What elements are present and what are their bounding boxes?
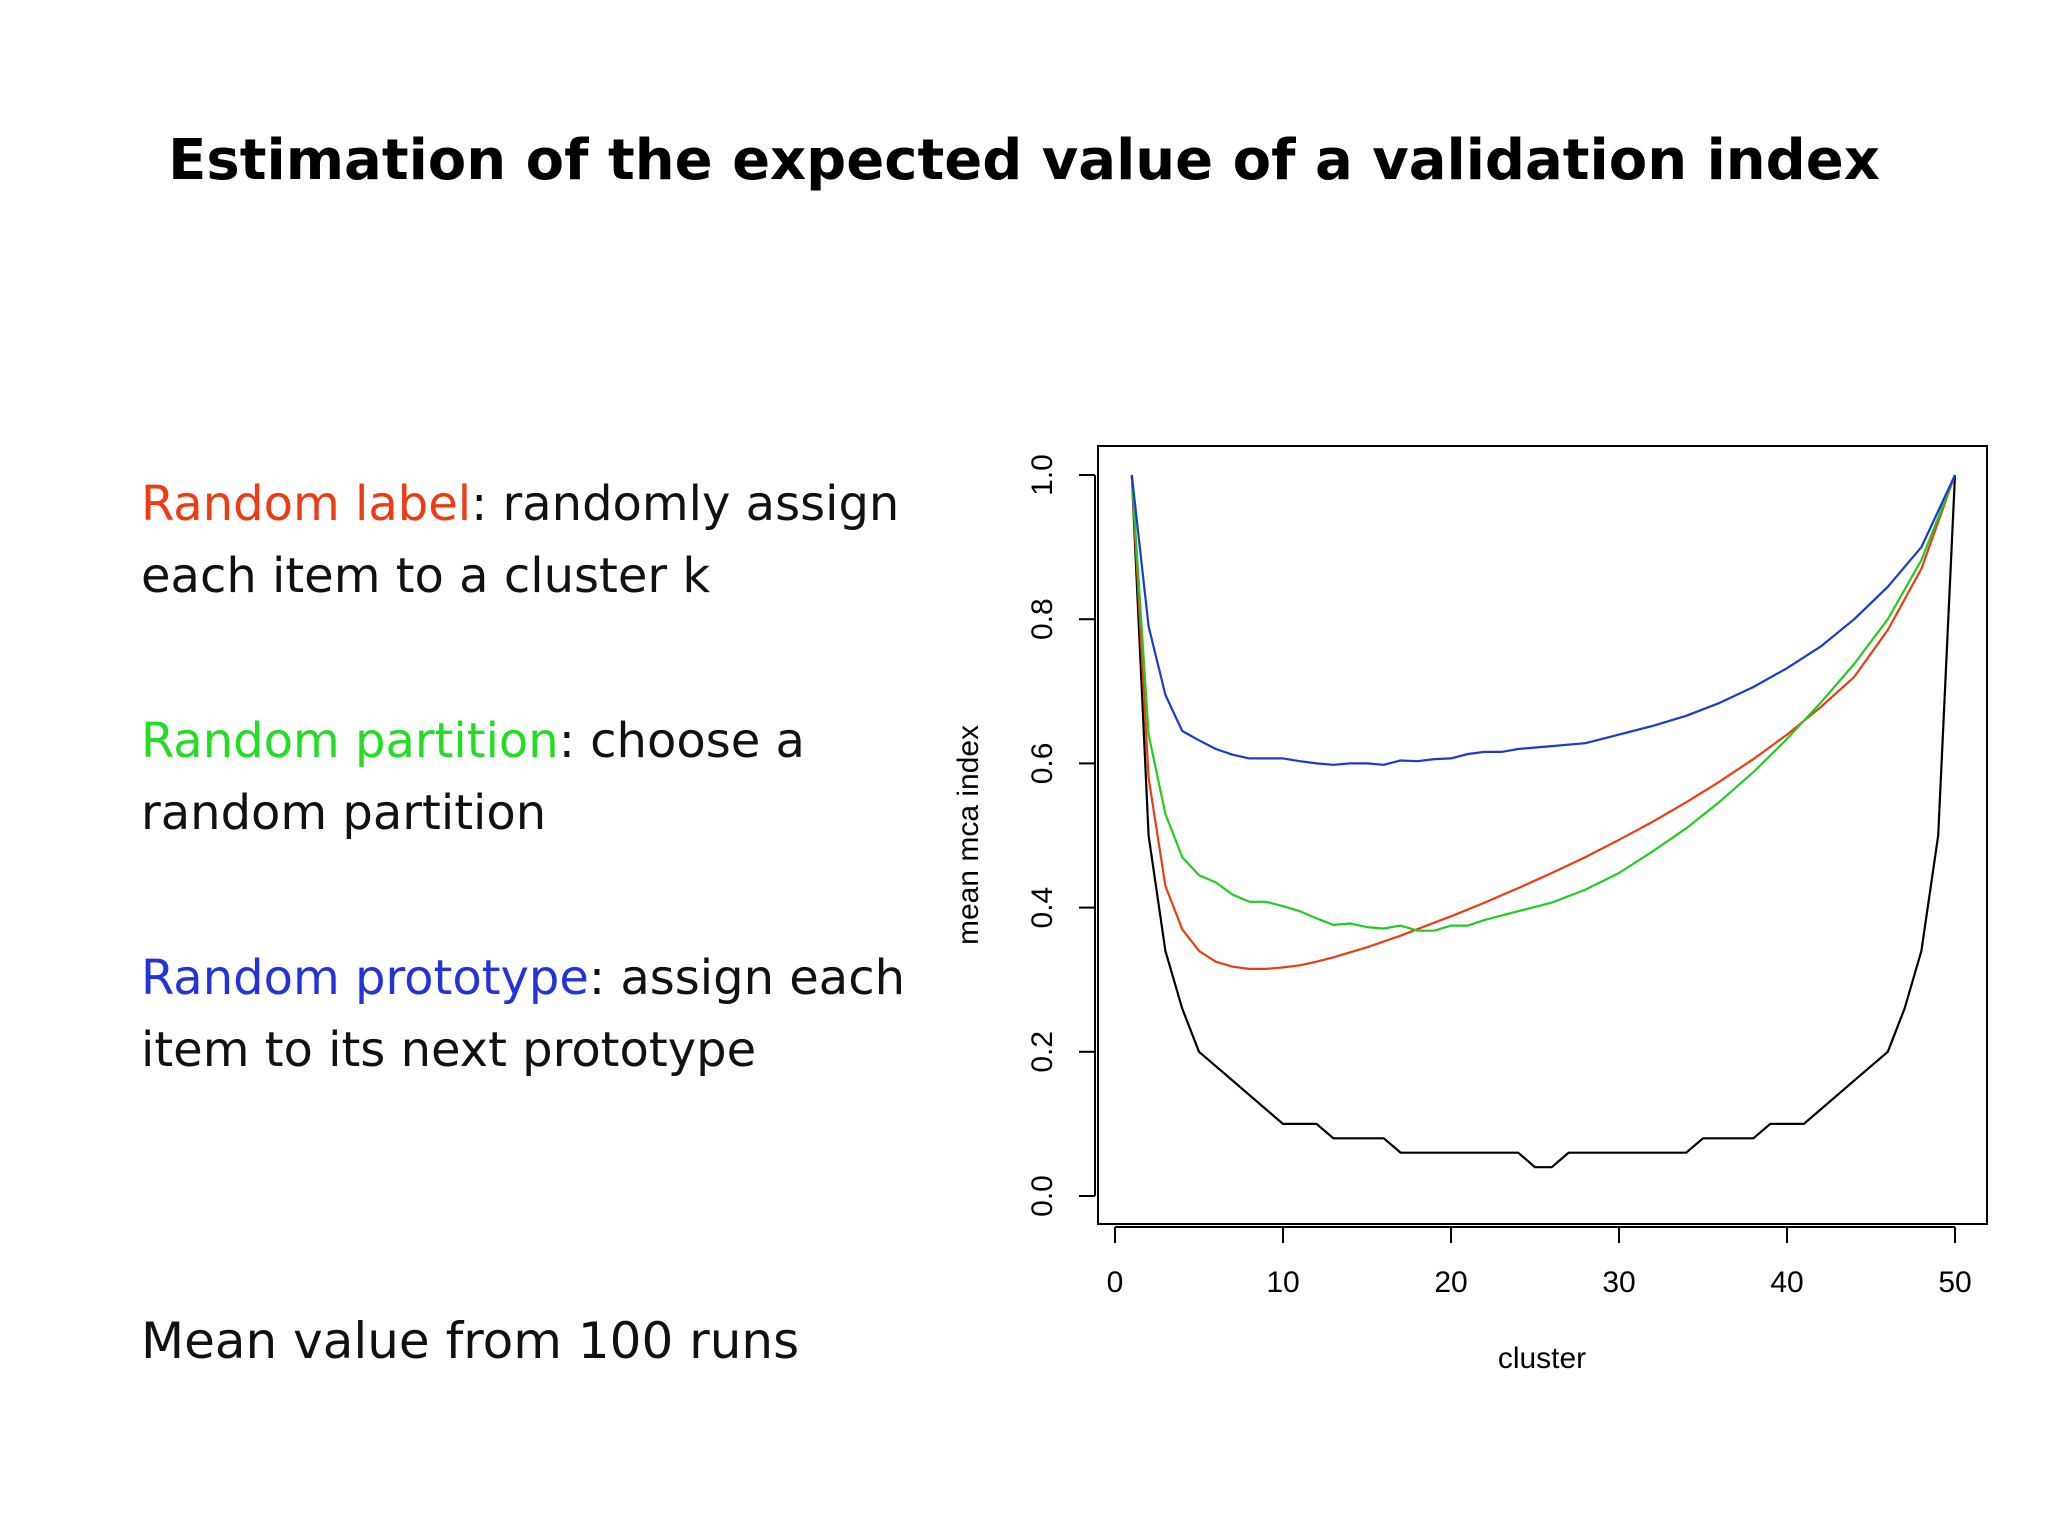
bullet-term: Random partition — [141, 713, 559, 769]
bullet-term: Random prototype — [141, 950, 589, 1006]
x-tick-label: 20 — [1434, 1266, 1467, 1299]
x-tick-label: 30 — [1602, 1266, 1635, 1299]
x-axis-label: cluster — [1498, 1342, 1586, 1375]
series-line-2 — [1130, 474, 1957, 932]
bullet-separator: : — [471, 476, 503, 532]
bullet-term: Random label — [141, 476, 472, 532]
y-axis-label: mean mca index — [952, 725, 985, 945]
slide-title: Estimation of the expected value of a va… — [168, 128, 1880, 193]
x-tick-label: 40 — [1770, 1266, 1803, 1299]
bullet-text: randomly assign each item to a cluster k — [141, 476, 900, 604]
series-line-3 — [1130, 474, 1956, 766]
y-tick-label: 0.4 — [1026, 887, 1059, 929]
series-line-0 — [1130, 474, 1957, 1169]
bullet-separator: : — [558, 713, 591, 769]
y-tick-label: 1.0 — [1026, 454, 1059, 496]
y-tick-label: 0.0 — [1026, 1175, 1059, 1217]
bullet-random-label: Random label: randomly assign each item … — [141, 468, 961, 612]
y-tick-label: 0.6 — [1026, 743, 1059, 785]
series-group — [1130, 474, 1957, 1169]
bullet-separator: : — [588, 950, 621, 1006]
bullet-text: assign each item to its next prototype — [141, 950, 906, 1078]
plot-frame — [1097, 445, 1988, 1225]
x-tick-label: 0 — [1107, 1266, 1124, 1299]
series-line-1 — [1130, 474, 1957, 971]
y-tick-label: 0.2 — [1026, 1031, 1059, 1073]
bullet-random-prototype: Random prototype: assign each item to it… — [141, 942, 961, 1086]
axes: 0 10 20 30 40 50 0.0 0.2 0.4 0.6 0.8 1.0 — [1026, 454, 1972, 1299]
x-tick-label: 10 — [1266, 1266, 1299, 1299]
x-tick-label: 50 — [1938, 1266, 1971, 1299]
y-tick-label: 0.8 — [1026, 598, 1059, 640]
bullet-random-partition: Random partition: choose a random partit… — [141, 705, 961, 849]
footer-note: Mean value from 100 runs — [141, 1312, 800, 1370]
bullet-text: choose a random partition — [141, 713, 805, 841]
